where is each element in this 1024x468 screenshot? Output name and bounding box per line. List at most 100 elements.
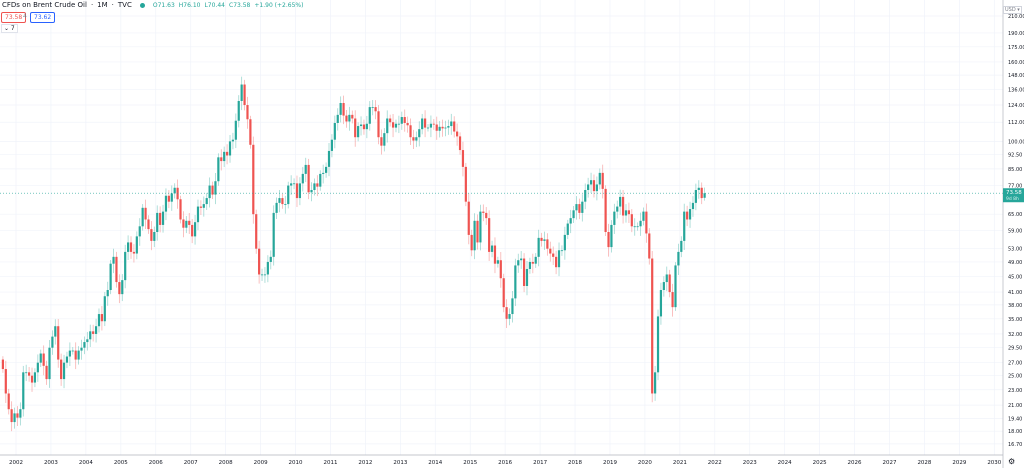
candle [4,360,7,403]
candle-body [496,260,499,264]
candle [572,206,575,223]
y-tick-label: 25.00 [1008,374,1022,380]
candle-body [555,256,558,268]
currency-select[interactable]: USD ▾ [1003,6,1022,14]
candle [36,354,39,382]
candle [68,342,71,366]
candle [25,364,28,382]
candle-body [208,185,211,199]
candle [255,209,258,254]
interval[interactable]: 1M [97,1,108,9]
candle [607,223,610,257]
sell-button[interactable]: 73.58 [1,12,27,23]
candle [520,251,523,269]
y-tick-label: 27.00 [1008,361,1022,367]
y-tick-label: 41.00 [1008,290,1022,296]
candle [552,246,555,265]
candle-body [700,187,703,199]
candle [167,190,170,209]
candle [150,221,153,251]
buy-button[interactable]: 73.62 [30,12,56,23]
candle-body [339,103,342,115]
candle [648,228,651,265]
candle-body [426,127,430,129]
candle-body [488,218,491,252]
time-axis[interactable]: 2002 2003 2004 2005 2006 2007 2008 2009 2010 2011… [9,460,1002,466]
gear-icon[interactable]: ⚙ [1008,457,1016,466]
candle [185,216,188,234]
candle [348,106,351,131]
candle [179,195,182,224]
x-tick-label: 2004 [79,460,93,466]
candle [266,255,269,283]
candle-body [409,125,412,138]
candle [421,113,424,135]
candle-body [132,251,136,254]
candle-body [691,202,695,210]
candle [391,113,395,138]
candle-body [319,173,322,187]
candle-body [214,181,217,195]
candle [438,120,441,138]
candle-body [371,107,374,108]
candle [188,212,191,234]
candle [126,235,130,260]
candle [543,231,546,250]
candle-body [7,393,10,410]
candle-body [560,250,564,252]
candle-body [458,136,462,151]
candle [362,119,366,135]
candle-body [447,126,450,128]
indicators-toggle-button[interactable]: ⌄ 7 [1,24,18,33]
candle-body [106,290,109,297]
candle [263,267,267,283]
candle [534,253,537,268]
candle [479,204,482,251]
candle-body [362,124,366,130]
candle-body [351,114,354,119]
candle-body [237,100,240,121]
price-axis[interactable]: 210.00 190.00 175.00 160.00 148.00 136.00 124.… [1008,14,1024,448]
candle [697,180,700,199]
candle [654,365,657,401]
candle-body [71,350,74,352]
candle [563,226,566,260]
candle [537,229,540,267]
candle [7,388,10,415]
candle-body [153,231,156,241]
candle-body [86,339,89,343]
candle-body [604,188,607,232]
candle-body [19,409,22,418]
y-tick-label: 59.00 [1008,229,1022,235]
candle-body [313,183,316,191]
candle-body [546,239,549,249]
symbol-name[interactable]: CFDs on Brent Crude Oil [2,1,87,9]
candle-body [13,413,16,423]
candle-body [697,187,700,191]
candle-body [645,211,648,234]
candle [112,248,115,274]
x-tick-label: 2023 [743,460,757,466]
candle-body [636,226,639,228]
candle [316,175,319,197]
candle-body [508,314,511,319]
candle [403,109,406,132]
candle-body [368,107,371,124]
candle-body [479,211,482,243]
candle [260,268,264,282]
candle-body [357,126,360,138]
ohlc-change: +1.90 (+2.65%) [254,1,304,9]
candle-body [429,123,433,128]
candle [435,116,438,140]
candle [319,170,322,191]
ohlc-close: C73.58 [229,1,251,9]
candle [365,115,368,139]
candle [456,123,459,146]
candle-body [520,258,523,261]
candle [464,162,467,207]
candle-body [359,124,363,127]
candle [400,111,403,130]
x-tick-label: 2028 [917,460,931,466]
candle [482,204,485,222]
